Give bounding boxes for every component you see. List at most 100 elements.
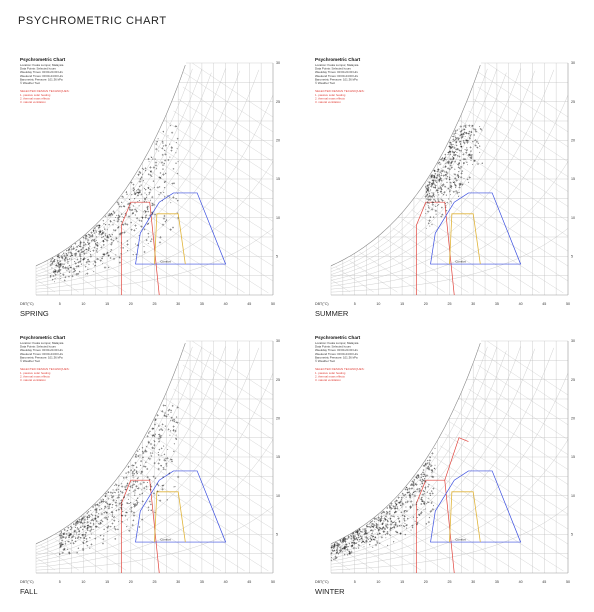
x-tick-label: 25 — [153, 302, 157, 306]
data-point — [427, 205, 429, 207]
data-point — [153, 444, 156, 447]
data-point — [154, 477, 157, 479]
data-point — [367, 533, 369, 535]
data-point — [424, 480, 427, 483]
data-point — [474, 128, 477, 131]
data-point — [150, 485, 153, 488]
data-point — [449, 178, 451, 181]
rh-curve — [35, 346, 193, 547]
data-point — [431, 452, 434, 455]
data-point — [449, 190, 451, 193]
data-point — [154, 440, 156, 443]
data-point — [125, 484, 128, 487]
data-point — [158, 241, 162, 244]
data-point — [102, 263, 103, 264]
data-point — [60, 278, 62, 280]
data-point — [165, 219, 168, 221]
data-point — [164, 159, 167, 162]
data-point — [133, 490, 135, 493]
data-point — [344, 537, 347, 540]
data-point — [375, 526, 378, 529]
data-point — [81, 522, 84, 525]
data-point — [76, 527, 78, 529]
data-point — [350, 535, 353, 538]
data-point — [438, 175, 441, 178]
technique-zone-red-extension — [444, 437, 469, 481]
data-point — [351, 532, 354, 535]
data-point — [104, 233, 106, 235]
data-point — [147, 509, 150, 511]
data-point — [434, 468, 436, 470]
data-point — [361, 541, 363, 544]
data-point — [346, 538, 349, 540]
x-tick-label: 30 — [176, 302, 180, 306]
data-point — [128, 529, 131, 532]
data-point — [135, 466, 138, 469]
data-point — [451, 160, 454, 163]
data-point — [139, 493, 141, 496]
data-point — [51, 257, 54, 260]
data-point — [103, 226, 105, 228]
data-point — [334, 543, 335, 544]
enthalpy-line — [78, 523, 150, 571]
data-point — [111, 495, 115, 498]
data-point — [445, 174, 447, 176]
data-point — [84, 273, 86, 275]
data-point — [369, 523, 371, 525]
data-point — [425, 463, 427, 465]
data-point — [465, 126, 467, 128]
data-point — [382, 530, 385, 533]
data-point — [147, 173, 150, 176]
data-point — [102, 232, 104, 234]
rh-curve — [330, 70, 535, 281]
data-points — [49, 125, 179, 283]
data-point — [123, 205, 125, 207]
data-point — [69, 259, 71, 260]
data-point — [449, 148, 451, 150]
data-point — [434, 464, 436, 466]
data-point — [379, 528, 382, 530]
data-point — [66, 249, 68, 252]
data-point — [387, 511, 389, 514]
data-point — [446, 176, 449, 178]
chart-title: Psychrometric Chart — [315, 57, 361, 62]
data-point — [79, 245, 82, 248]
data-point — [123, 231, 126, 234]
enthalpy-line — [359, 529, 422, 571]
enthalpy-line — [458, 397, 569, 470]
data-point — [72, 271, 74, 273]
data-point — [104, 238, 105, 240]
data-point — [62, 254, 64, 256]
data-point — [136, 497, 139, 499]
data-point — [88, 514, 90, 517]
data-point — [136, 488, 138, 490]
data-point — [115, 483, 117, 485]
data-point — [469, 136, 471, 138]
data-point — [460, 136, 463, 139]
data-point — [100, 232, 102, 233]
data-point — [132, 511, 135, 514]
data-point — [86, 540, 88, 543]
data-point — [383, 520, 385, 522]
data-point — [151, 448, 153, 450]
data-point — [462, 132, 465, 135]
technique-item: 1. passive solar heating — [315, 371, 346, 375]
data-point — [380, 516, 383, 520]
data-point — [468, 124, 471, 127]
data-point — [428, 497, 430, 499]
data-point — [145, 461, 147, 463]
data-point — [148, 191, 151, 194]
data-point — [444, 185, 447, 188]
data-point — [66, 529, 68, 532]
data-point — [372, 532, 373, 534]
data-point — [421, 483, 423, 485]
data-point — [473, 128, 475, 130]
data-point — [146, 223, 149, 225]
data-point — [97, 523, 99, 525]
data-point — [343, 538, 345, 540]
data-point — [62, 265, 64, 268]
data-point — [359, 532, 361, 534]
enthalpy-line — [392, 505, 493, 571]
data-point — [352, 539, 355, 542]
data-point — [426, 462, 429, 465]
